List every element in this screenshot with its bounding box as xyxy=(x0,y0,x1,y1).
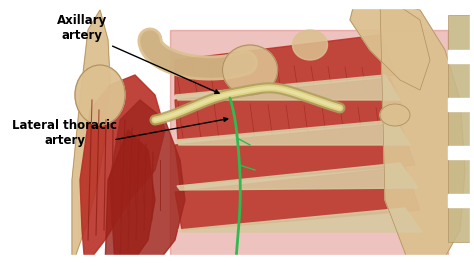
Ellipse shape xyxy=(292,30,328,60)
Bar xyxy=(448,111,474,146)
Bar xyxy=(0,255,474,266)
Polygon shape xyxy=(175,35,395,95)
Bar xyxy=(448,159,474,194)
Ellipse shape xyxy=(222,45,277,95)
Ellipse shape xyxy=(75,65,125,125)
Text: Axillary
artery: Axillary artery xyxy=(57,14,107,42)
Polygon shape xyxy=(178,208,422,232)
Polygon shape xyxy=(175,75,400,100)
Polygon shape xyxy=(350,0,430,90)
Bar xyxy=(470,0,474,266)
Polygon shape xyxy=(175,167,420,230)
Polygon shape xyxy=(176,120,410,145)
Polygon shape xyxy=(80,75,165,266)
Bar xyxy=(448,146,474,159)
Bar xyxy=(448,50,474,63)
Bar xyxy=(448,15,474,50)
Polygon shape xyxy=(72,10,110,266)
Polygon shape xyxy=(175,123,415,185)
Polygon shape xyxy=(105,130,155,266)
Text: Lateral thoracic
artery: Lateral thoracic artery xyxy=(12,119,118,147)
Bar xyxy=(0,0,65,266)
Bar xyxy=(448,63,474,98)
Bar xyxy=(448,194,474,207)
Bar xyxy=(448,98,474,111)
Bar xyxy=(448,207,474,242)
Bar xyxy=(0,0,65,266)
Polygon shape xyxy=(175,78,408,140)
Bar xyxy=(0,0,474,8)
Polygon shape xyxy=(380,0,465,266)
Ellipse shape xyxy=(380,104,410,126)
Polygon shape xyxy=(177,163,418,190)
Polygon shape xyxy=(170,30,448,260)
Polygon shape xyxy=(110,100,185,266)
